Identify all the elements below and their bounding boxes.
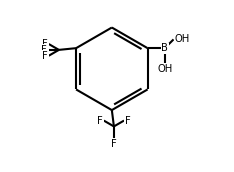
Text: F: F [42,39,48,49]
Text: F: F [40,45,46,55]
Text: F: F [125,116,131,126]
Text: OH: OH [157,64,172,74]
Text: B: B [161,43,168,53]
Text: F: F [97,116,103,126]
Text: F: F [42,51,48,61]
Text: F: F [111,139,117,149]
Text: OH: OH [174,34,190,44]
